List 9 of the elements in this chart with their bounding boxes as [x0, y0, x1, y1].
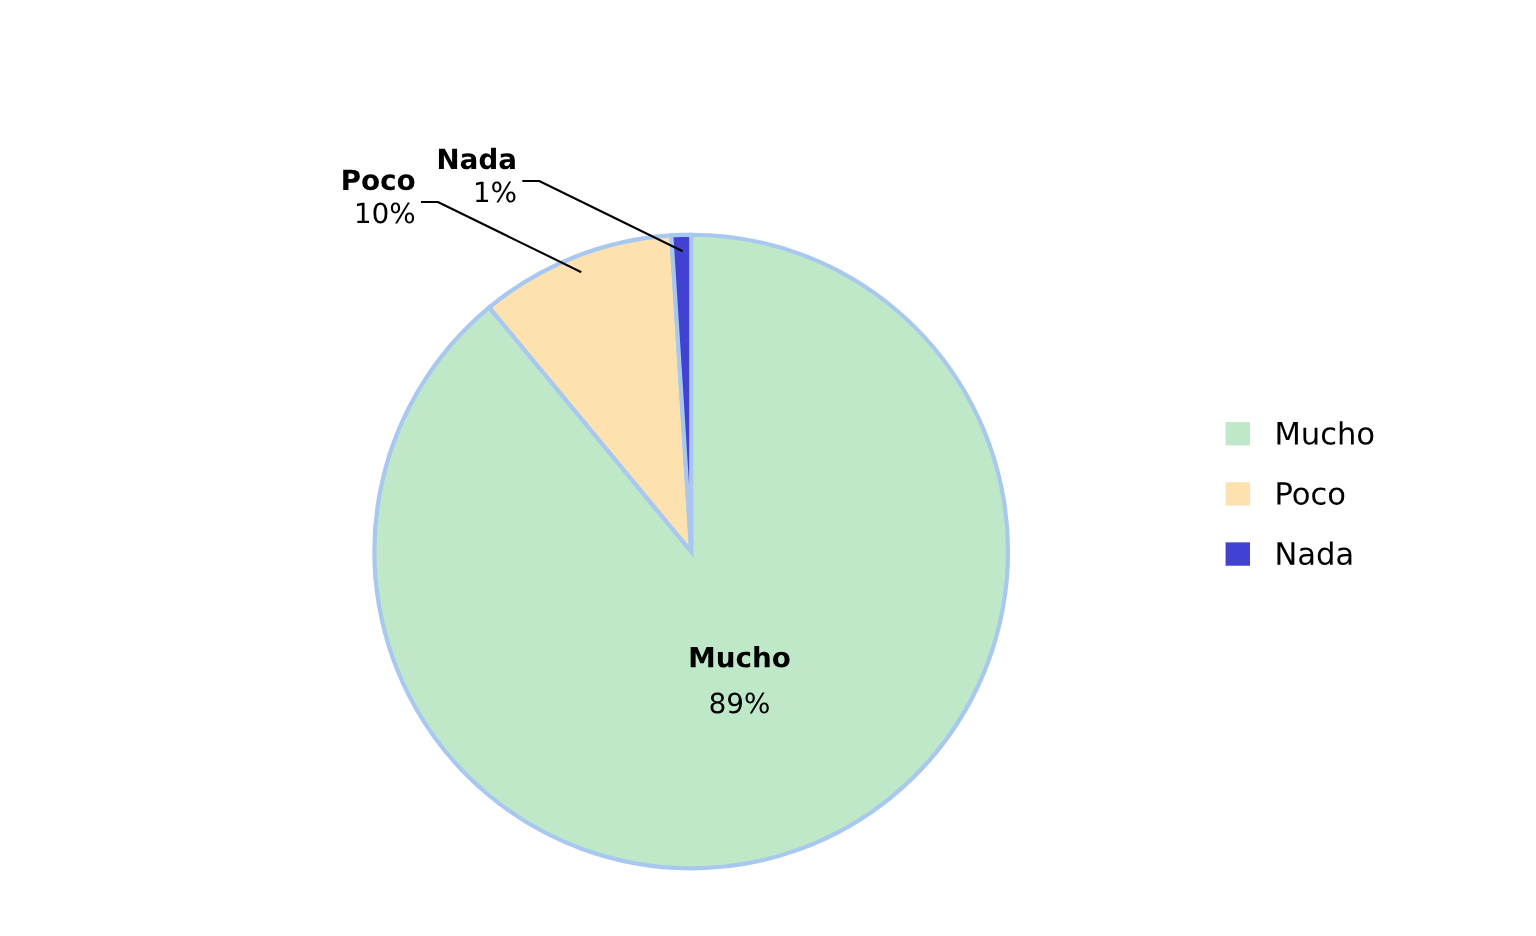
data-label: 1% [475, 181, 516, 203]
data-label: 10% [356, 202, 415, 224]
legend-label: Nada [1277, 541, 1352, 566]
legend-label: Poco [1277, 482, 1345, 505]
slice-label: Nada [438, 147, 515, 170]
slice-label: Poco [343, 169, 415, 191]
slice-label: Mucho [690, 646, 790, 668]
legend-label: Mucho [1277, 421, 1374, 445]
data-label: 89% [710, 692, 769, 714]
